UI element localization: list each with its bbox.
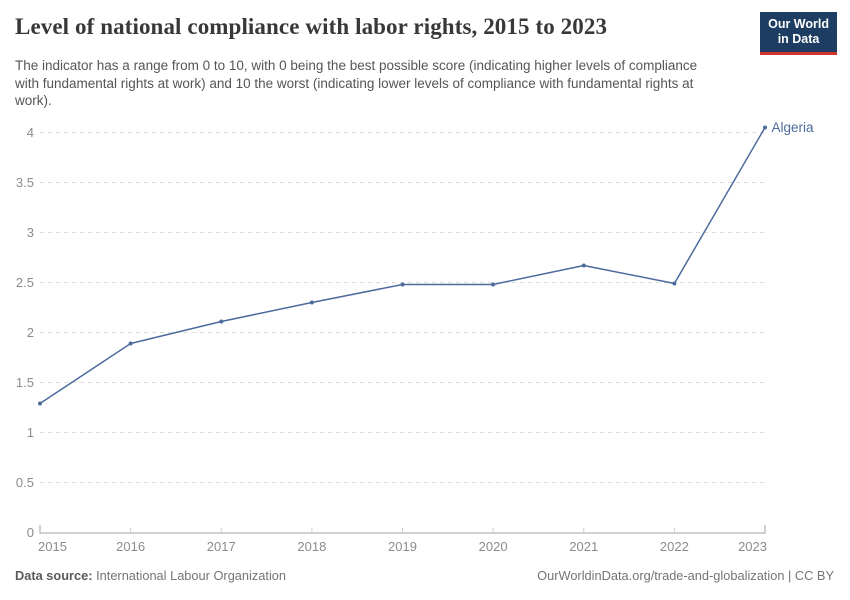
series-line xyxy=(39,127,766,405)
x-tick-label: 2016 xyxy=(116,539,145,554)
y-tick-label: 3 xyxy=(27,225,34,240)
y-tick-label: 1.5 xyxy=(16,375,34,390)
x-tick-label: 2018 xyxy=(297,539,326,554)
x-tick-label: 2015 xyxy=(38,539,67,554)
data-source-label: Data source: xyxy=(15,568,93,583)
x-tick-label: 2020 xyxy=(479,539,508,554)
chart-footer: Data source: International Labour Organi… xyxy=(15,568,834,583)
owid-logo[interactable]: Our World in Data xyxy=(760,12,837,55)
x-tick-label: 2022 xyxy=(660,539,689,554)
y-tick-label: 2 xyxy=(27,325,34,340)
data-point xyxy=(38,401,42,406)
y-tick-label: 0 xyxy=(27,525,34,540)
x-tick-label: 2019 xyxy=(388,539,417,554)
data-point xyxy=(309,300,314,305)
data-point xyxy=(581,263,586,268)
x-tick-label: 2023 xyxy=(738,539,767,554)
y-tick-label: 0.5 xyxy=(16,475,34,490)
owid-logo-line1: Our World xyxy=(768,17,829,31)
x-tick-label: 2021 xyxy=(569,539,598,554)
chart-subtitle: The indicator has a range from 0 to 10, … xyxy=(15,58,698,108)
y-tick-label: 4 xyxy=(27,125,34,140)
data-point xyxy=(672,281,677,286)
owid-logo-line2: in Data xyxy=(777,32,820,47)
x-tick-label: 2017 xyxy=(207,539,236,554)
series-label-algeria[interactable]: Algeria xyxy=(772,120,815,135)
data-point xyxy=(128,341,133,346)
data-point xyxy=(491,282,496,287)
y-tick-label: 1 xyxy=(27,425,34,440)
data-point xyxy=(219,319,224,324)
footer-citation-link[interactable]: OurWorldinData.org/trade-and-globalizati… xyxy=(537,568,834,583)
data-point xyxy=(400,282,405,287)
data-point xyxy=(763,125,767,130)
data-source-value: International Labour Organization xyxy=(92,568,287,583)
y-tick-label: 3.5 xyxy=(16,175,34,190)
y-tick-label: 2.5 xyxy=(16,275,34,290)
page-title: Level of national compliance with labor … xyxy=(15,14,608,39)
data-source: Data source: International Labour Organi… xyxy=(15,568,286,583)
